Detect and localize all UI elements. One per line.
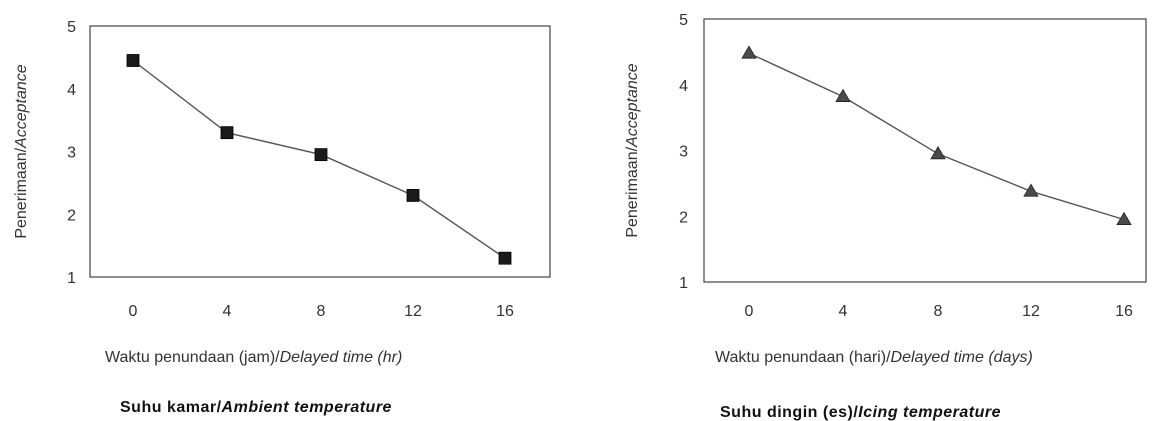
y-axis-label-italic: Acceptance <box>624 63 641 148</box>
chart-caption: Suhu kamar/Ambient temperature <box>120 399 392 416</box>
y-tick-label: 3 <box>67 145 76 162</box>
y-tick-label: 5 <box>679 12 688 29</box>
x-tick-label: 16 <box>496 303 514 320</box>
x-axis-label: Waktu penundaan (hari)/Delayed time (day… <box>715 349 1033 366</box>
data-point <box>220 126 234 140</box>
chart-caption: Suhu dingin (es)/Icing temperature <box>720 404 1001 421</box>
x-axis-label: Waktu penundaan (jam)/Delayed time (hr) <box>105 349 402 366</box>
y-tick-label: 4 <box>679 78 688 95</box>
y-axis-label-plain: Penerimaan/ <box>13 147 30 238</box>
y-axis-label-plain: Penerimaan/ <box>624 146 641 237</box>
chart-caption-plain: Suhu kamar/ <box>120 399 222 416</box>
y-tick-label: 5 <box>67 19 76 36</box>
y-axis-label: Penerimaan/Acceptance <box>624 63 641 237</box>
x-tick-label: 8 <box>317 303 326 320</box>
data-point <box>1023 183 1039 197</box>
data-point <box>1116 211 1132 225</box>
x-axis-label-italic: Delayed time (days) <box>891 349 1033 366</box>
data-point <box>930 145 946 160</box>
y-tick-label: 1 <box>67 270 76 287</box>
y-tick-label: 4 <box>67 82 76 99</box>
y-tick-label: 2 <box>67 207 76 224</box>
y-axis-label: Penerimaan/Acceptance <box>13 64 30 238</box>
data-point <box>314 148 328 162</box>
x-axis-label-plain: Waktu penundaan (hari)/ <box>715 349 891 366</box>
x-tick-label: 12 <box>1022 303 1040 320</box>
y-tick-label: 2 <box>679 209 688 226</box>
x-axis-label-plain: Waktu penundaan (jam)/ <box>105 349 280 366</box>
plot-frame <box>89 25 551 278</box>
x-tick-label: 4 <box>839 303 848 320</box>
data-point <box>126 54 140 67</box>
x-tick-label: 8 <box>934 303 943 320</box>
x-tick-label: 0 <box>129 303 138 320</box>
y-tick-label: 3 <box>679 144 688 161</box>
x-tick-label: 16 <box>1115 303 1133 320</box>
x-axis-label-italic: Delayed time (hr) <box>280 349 403 366</box>
chart-caption-italic: Icing temperature <box>858 404 1001 421</box>
x-tick-label: 12 <box>404 303 422 320</box>
data-point <box>741 45 757 59</box>
data-point <box>835 88 851 102</box>
data-point <box>498 251 512 265</box>
x-tick-label: 4 <box>223 303 232 320</box>
y-axis-label-italic: Acceptance <box>13 64 30 149</box>
chart-caption-italic: Ambient temperature <box>221 399 392 416</box>
y-tick-label: 1 <box>679 275 688 292</box>
plot-frame <box>703 18 1147 283</box>
chart-caption-plain: Suhu dingin (es)/ <box>720 404 858 421</box>
series-line <box>748 52 1125 221</box>
x-tick-label: 0 <box>745 303 754 320</box>
data-point <box>406 189 420 202</box>
